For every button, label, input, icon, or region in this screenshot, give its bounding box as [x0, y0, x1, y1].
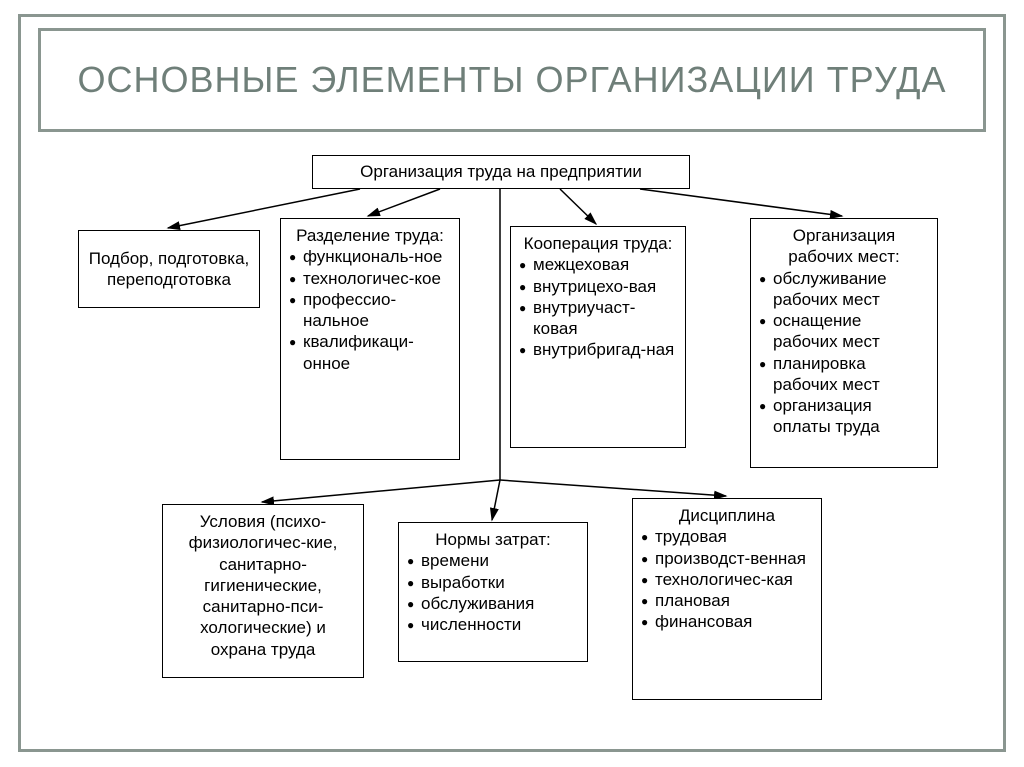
list-item: организация оплаты труда — [759, 395, 929, 438]
node-n4-heading: Организация рабочих мест: — [759, 225, 929, 268]
list-item: внутрибригад-ная — [519, 339, 677, 360]
list-item: технологичес-кая — [641, 569, 813, 590]
node-n3-heading: Кооперация труда: — [519, 233, 677, 254]
node-n1-heading: Подбор, подготовка, переподготовка — [87, 248, 251, 291]
list-item: внутрицехо-вая — [519, 276, 677, 297]
list-item: выработки — [407, 572, 579, 593]
list-item: технологичес-кое — [289, 268, 451, 289]
node-n6-heading: Нормы затрат: — [407, 529, 579, 550]
list-item: финансовая — [641, 611, 813, 632]
list-item: трудовая — [641, 526, 813, 547]
node-n7-heading: Дисциплина — [641, 505, 813, 526]
node-n6: Нормы затрат: времени выработки обслужив… — [398, 522, 588, 662]
node-root-text: Организация труда на предприятии — [360, 161, 642, 182]
list-item: оснащение рабочих мест — [759, 310, 929, 353]
node-n2-heading: Разделение труда: — [289, 225, 451, 246]
list-item: функциональ-ное — [289, 246, 451, 267]
list-item: внутриучаст-ковая — [519, 297, 677, 340]
list-item: численности — [407, 614, 579, 635]
list-item: межцеховая — [519, 254, 677, 275]
node-root: Организация труда на предприятии — [312, 155, 690, 189]
node-n7-list: трудовая производст-венная технологичес-… — [641, 526, 813, 632]
list-item: профессио-нальное — [289, 289, 451, 332]
node-n2-list: функциональ-ное технологичес-кое професс… — [289, 246, 451, 374]
node-n7: Дисциплина трудовая производст-венная те… — [632, 498, 822, 700]
node-n4-list: обслуживание рабочих мест оснащение рабо… — [759, 268, 929, 438]
node-n1: Подбор, подготовка, переподготовка — [78, 230, 260, 308]
list-item: обслуживания — [407, 593, 579, 614]
node-n4: Организация рабочих мест: обслуживание р… — [750, 218, 938, 468]
list-item: обслуживание рабочих мест — [759, 268, 929, 311]
list-item: времени — [407, 550, 579, 571]
node-n3: Кооперация труда: межцеховая внутрицехо-… — [510, 226, 686, 448]
list-item: производст-венная — [641, 548, 813, 569]
list-item: плановая — [641, 590, 813, 611]
node-n6-list: времени выработки обслуживания численнос… — [407, 550, 579, 635]
org-chart: Организация труда на предприятии Подбор,… — [0, 0, 1024, 767]
list-item: планировка рабочих мест — [759, 353, 929, 396]
node-n3-list: межцеховая внутрицехо-вая внутриучаст-ко… — [519, 254, 677, 360]
list-item: квалификаци-онное — [289, 331, 451, 374]
node-n5: Условия (психо-физиологичес-кие, санитар… — [162, 504, 364, 678]
node-n2: Разделение труда: функциональ-ное технол… — [280, 218, 460, 460]
node-n5-text: Условия (психо-физиологичес-кие, санитар… — [171, 511, 355, 660]
